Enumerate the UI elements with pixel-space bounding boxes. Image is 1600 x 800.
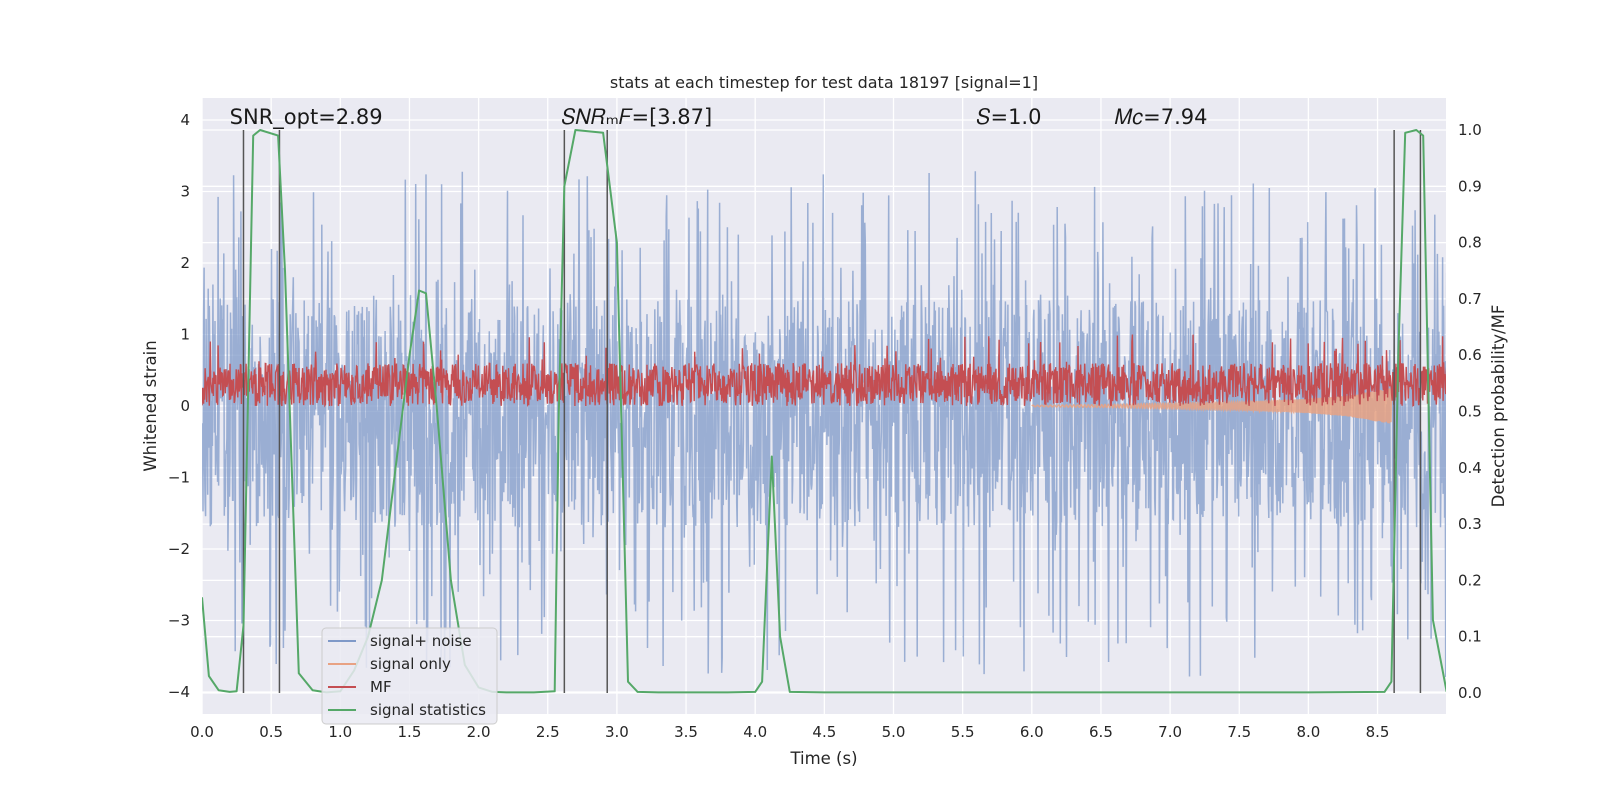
annotation-text: 𝑆𝑁𝑅ₘ𝐹=[3.87] <box>562 105 713 129</box>
y-tick-label: 0 <box>180 397 190 415</box>
x-tick-label: 5.5 <box>951 723 975 741</box>
y2-tick-label: 0.4 <box>1458 459 1482 477</box>
series-signal-statistics <box>202 129 1446 694</box>
y2-axis-label: Detection probability/MF <box>1489 305 1508 508</box>
x-axis-label: Time (s) <box>789 749 857 768</box>
y2-tick-label: 0.1 <box>1458 628 1482 646</box>
legend-label: signal statistics <box>370 701 486 719</box>
y2-tick-label: 0.9 <box>1458 177 1482 195</box>
x-tick-label: 7.5 <box>1227 723 1251 741</box>
plot-area <box>202 129 1446 694</box>
y-tick-label: −2 <box>168 540 190 558</box>
y-tick-label: 2 <box>180 254 190 272</box>
y-tick-label: −4 <box>168 683 190 701</box>
x-tick-label: 6.5 <box>1089 723 1113 741</box>
chart-title: stats at each timestep for test data 181… <box>610 73 1038 92</box>
x-tick-label: 0.0 <box>190 723 214 741</box>
annotations: SNR_opt=2.89 𝑆𝑁𝑅ₘ𝐹=[3.87] 𝑆=1.0 𝑀𝑐=7.94 <box>230 105 1208 130</box>
y-tick-label: 1 <box>180 326 190 344</box>
annotation-text: 𝑆=1.0 <box>976 105 1041 129</box>
series-signal-only <box>1031 387 1393 424</box>
y2-tick-label: 0.7 <box>1458 290 1482 308</box>
x-tick-label: 0.5 <box>259 723 283 741</box>
legend-label: signal only <box>370 655 451 673</box>
x-tick-label: 4.0 <box>743 723 767 741</box>
y-axis-label: Whitened strain <box>141 340 160 471</box>
y-tick-label: −3 <box>168 612 190 630</box>
x-tick-label: 2.0 <box>467 723 491 741</box>
legend-label: MF <box>370 678 392 696</box>
y-tick-label: 4 <box>180 111 190 129</box>
y2-tick-label: 0.5 <box>1458 403 1482 421</box>
legend-label: signal+ noise <box>370 632 472 650</box>
x-tick-label: 3.0 <box>605 723 629 741</box>
y2-tick-label: 0.0 <box>1458 684 1482 702</box>
x-tick-label: 3.5 <box>674 723 698 741</box>
y2-tick-label: 0.3 <box>1458 515 1482 533</box>
legend-box <box>321 627 498 725</box>
x-tick-label: 5.0 <box>882 723 906 741</box>
x-tick-label: 1.5 <box>398 723 422 741</box>
x-tick-label: 2.5 <box>536 723 560 741</box>
x-tick-label: 4.5 <box>812 723 836 741</box>
annotation-text: 𝑀𝑐=7.94 <box>1115 105 1208 129</box>
x-tick-label: 7.0 <box>1158 723 1182 741</box>
y2-tick-label: 0.8 <box>1458 234 1482 252</box>
x-tick-label: 1.0 <box>328 723 352 741</box>
y2-tick-label: 0.2 <box>1458 571 1482 589</box>
y2-tick-label: 1.0 <box>1458 121 1482 139</box>
legend: signal+ noise signal only MF signal statist… <box>321 627 498 725</box>
x-tick-label: 8.5 <box>1366 723 1390 741</box>
series-mf <box>202 334 1446 408</box>
x-tick-label: 6.0 <box>1020 723 1044 741</box>
y-tick-label: 3 <box>180 183 190 201</box>
x-tick-label: 8.0 <box>1296 723 1320 741</box>
y-tick-label: −1 <box>168 469 190 487</box>
series-signal-noise <box>202 171 1446 678</box>
annotation-text: SNR_opt=2.89 <box>230 105 383 130</box>
axes: 0.0 0.5 1.0 1.5 2.0 2.5 3.0 3.5 4.0 4.5 5.0 5.5 6.0 6… <box>168 111 1482 741</box>
y2-tick-label: 0.6 <box>1458 346 1482 364</box>
